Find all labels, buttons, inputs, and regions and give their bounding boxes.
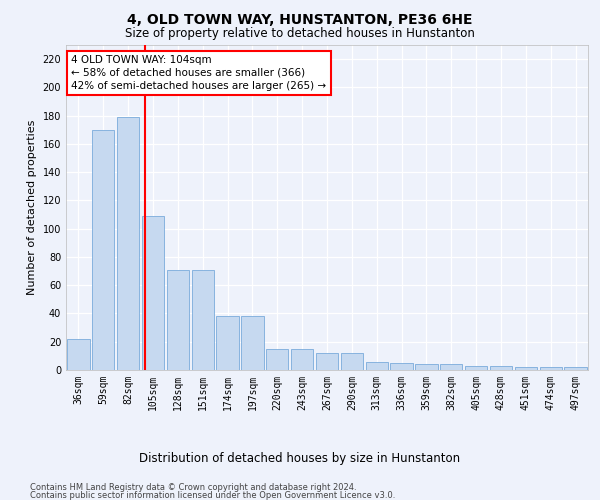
Text: Contains public sector information licensed under the Open Government Licence v3: Contains public sector information licen… bbox=[30, 491, 395, 500]
Bar bbox=[117, 117, 139, 370]
Bar bbox=[440, 364, 463, 370]
Text: 4, OLD TOWN WAY, HUNSTANTON, PE36 6HE: 4, OLD TOWN WAY, HUNSTANTON, PE36 6HE bbox=[127, 12, 473, 26]
Bar bbox=[191, 270, 214, 370]
Bar bbox=[391, 363, 413, 370]
Bar bbox=[490, 366, 512, 370]
Bar bbox=[539, 367, 562, 370]
Bar bbox=[365, 362, 388, 370]
Text: Contains HM Land Registry data © Crown copyright and database right 2024.: Contains HM Land Registry data © Crown c… bbox=[30, 482, 356, 492]
Text: Distribution of detached houses by size in Hunstanton: Distribution of detached houses by size … bbox=[139, 452, 461, 465]
Bar bbox=[241, 316, 263, 370]
Y-axis label: Number of detached properties: Number of detached properties bbox=[27, 120, 37, 295]
Text: 4 OLD TOWN WAY: 104sqm
← 58% of detached houses are smaller (366)
42% of semi-de: 4 OLD TOWN WAY: 104sqm ← 58% of detached… bbox=[71, 54, 326, 91]
Bar bbox=[291, 349, 313, 370]
Bar bbox=[142, 216, 164, 370]
Bar bbox=[92, 130, 115, 370]
Bar bbox=[316, 353, 338, 370]
Bar bbox=[465, 366, 487, 370]
Bar bbox=[415, 364, 437, 370]
Bar bbox=[515, 367, 537, 370]
Bar bbox=[67, 339, 89, 370]
Bar bbox=[341, 353, 363, 370]
Text: Size of property relative to detached houses in Hunstanton: Size of property relative to detached ho… bbox=[125, 28, 475, 40]
Bar bbox=[217, 316, 239, 370]
Bar bbox=[565, 367, 587, 370]
Bar bbox=[167, 270, 189, 370]
Bar bbox=[266, 349, 289, 370]
